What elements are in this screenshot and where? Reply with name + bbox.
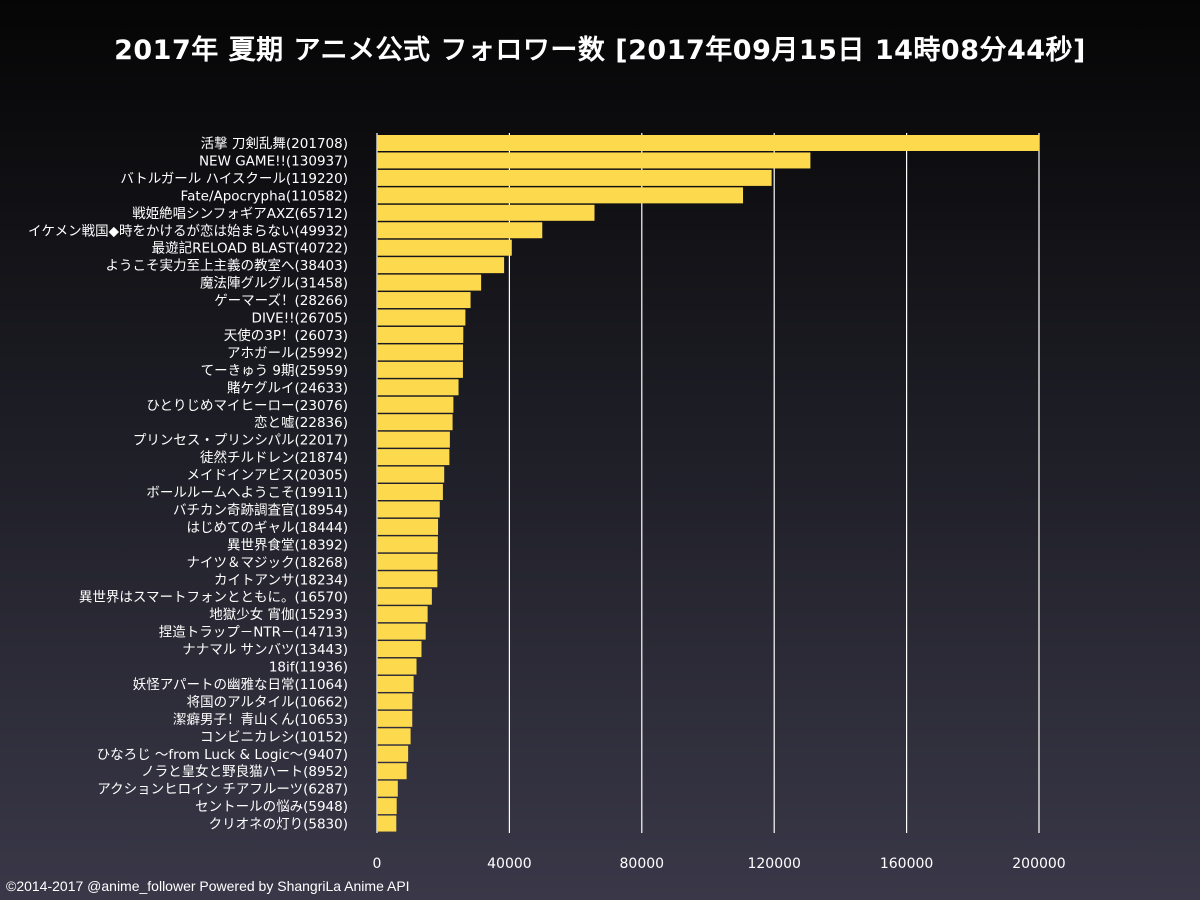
bar [377,379,459,396]
x-tick-label: 120000 [747,856,800,872]
x-tick-label: 80000 [620,856,665,872]
bar [377,518,439,535]
category-label: 最遊記RELOAD BLAST(40722) [152,240,348,257]
bar [377,274,482,291]
bar [377,798,397,815]
bar [377,606,428,623]
bar [377,553,438,570]
category-label: 異世界はスマートフォンとともに。(16570) [79,590,348,606]
category-label: バトルガール ハイスクール(119220) [120,171,348,187]
bar [377,257,505,274]
bar [377,449,450,466]
category-label: ナイツ＆マジック(18268) [187,555,348,571]
category-label: バチカン奇跡調査官(18954) [173,501,348,518]
bar [377,135,1039,151]
category-label: メイドインアビス(20305) [187,468,348,484]
bar [377,152,811,169]
bar [377,169,772,186]
bar [377,588,432,605]
category-label: 将国のアルタイル(10662) [187,694,348,710]
x-tick-label: 40000 [487,856,532,872]
category-label: 賭ケグルイ(24633) [227,380,348,396]
category-label: ひなろじ ～from Luck & Logic～(9407) [97,747,348,763]
bar [377,396,454,413]
bars [377,135,1039,832]
bar [377,484,443,500]
category-label: ひとりじめマイヒーロー(23076) [146,398,348,414]
category-label: 地獄少女 宵伽(15293) [209,606,348,623]
bar [377,641,422,658]
category-label: 魔法陣グルグル(31458) [200,276,348,292]
category-label: セントールの悩み(5948) [195,799,348,815]
category-label: コンビニカレシ(10152) [200,729,348,745]
category-label: 潔癖男子！青山くん(10653) [173,712,348,728]
category-label: 捏造トラップ－NTR－(14713) [159,625,348,641]
category-label: 18if(11936) [269,660,348,676]
category-label: 戦姫絶唱シンフォギアAXZ(65712) [132,206,348,222]
category-label: 活撃 刀剣乱舞(201708) [201,136,348,152]
category-label: ゲーマーズ！(28266) [214,293,348,309]
category-label: 妖怪アパートの幽雅な日常(11064) [133,677,348,693]
category-label: てーきゅう 9期(25959) [201,363,348,379]
bar [377,693,413,710]
bar [377,187,744,204]
bar [377,710,413,727]
bar [377,326,464,343]
category-label: ナナマル サンバツ(13443) [182,642,348,658]
bar [377,361,463,378]
bar [377,239,512,256]
bar [377,536,438,553]
bar [377,728,411,745]
category-label: 天使の3P！(26073) [224,327,348,344]
bar [377,571,438,588]
category-label: ノラと皇女と野良猫ハート(8952) [141,763,348,780]
category-label: 異世界食堂(18392) [227,536,348,553]
bar [377,309,466,326]
bar [377,292,471,309]
category-label: 恋と嘘(22836) [254,414,348,431]
category-label: イケメン戦国◆時をかけるが恋は始まらない(49932) [28,222,348,239]
chart-title: 2017年 夏期 アニメ公式 フォロワー数 [2017年09月15日 14時08… [114,35,1086,66]
category-label: ボールルームへようこそ(19911) [146,485,348,501]
bar [377,780,398,797]
x-tick-label: 0 [373,856,382,872]
bar [377,204,595,221]
bar [377,414,453,431]
x-tick-label: 200000 [1012,856,1065,872]
category-label: アホガール(25992) [227,345,348,361]
category-label: カイトアンサ(18234) [214,572,348,588]
credit-text: ©2014-2017 @anime_follower Powered by Sh… [6,878,410,894]
category-labels: 活撃 刀剣乱舞(201708)NEW GAME!!(130937) バトルガール … [28,136,348,833]
bar [377,815,397,832]
category-label: アクションヒロイン チアフルーツ(6287) [97,782,348,798]
category-label: 徒然チルドレン(21874) [200,449,348,466]
category-label: プリンセス・プリンシパル(22017) [133,433,348,449]
bar [377,763,407,780]
x-tick-label: 160000 [880,856,933,872]
bar [377,466,445,483]
category-label: NEW GAME!!(130937) [199,153,348,169]
category-label: はじめてのギャル(18444) [187,520,348,536]
bar [377,431,450,448]
x-axis-ticks: 0 40000 80000 120000 160000 200000 [373,856,1066,872]
bar [377,344,464,361]
category-label: ようこそ実力至上主義の教室へ(38403) [106,257,348,274]
category-label: DIVE!!(26705) [252,311,348,327]
bar [377,501,440,518]
category-label: Fate/Apocrypha(110582) [181,188,348,204]
bar [377,658,417,675]
bar [377,222,543,239]
category-label: クリオネの灯り(5830) [209,817,348,833]
bar [377,745,409,762]
bar [377,623,426,640]
bar [377,675,414,692]
